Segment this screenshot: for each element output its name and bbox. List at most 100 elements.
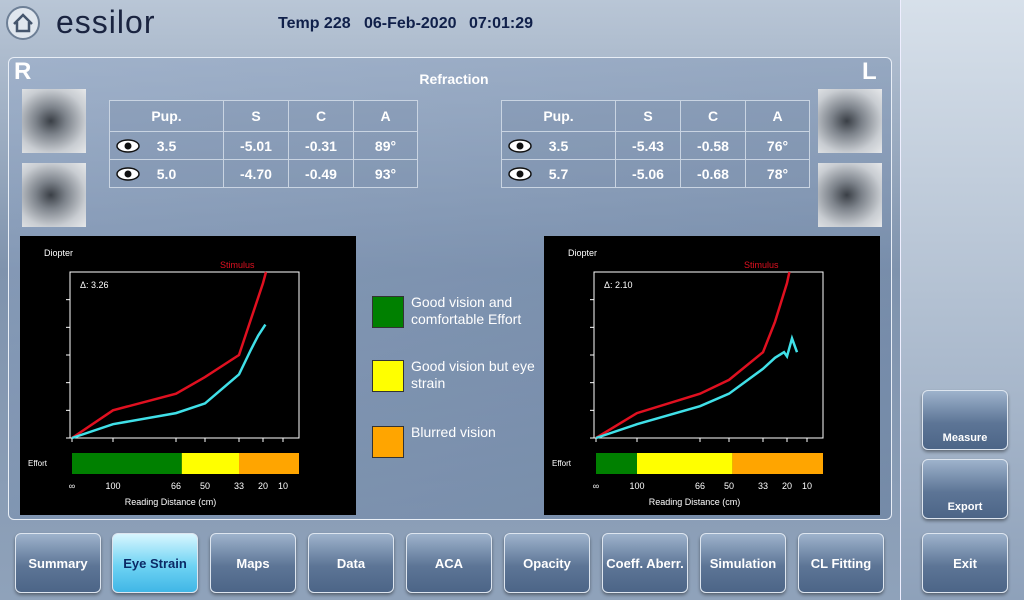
table-cell: -5.06 bbox=[615, 159, 681, 188]
table-cell: -5.01 bbox=[223, 131, 289, 160]
x-axis-label: Reading Distance (cm) bbox=[125, 497, 217, 507]
x-tick-label: 10 bbox=[802, 481, 812, 491]
y-axis-label: Diopter bbox=[568, 248, 597, 258]
table-cell: 89° bbox=[353, 131, 418, 160]
x-tick-label: ∞ bbox=[593, 481, 599, 491]
tab-button[interactable]: CL Fitting bbox=[798, 533, 884, 593]
table-cell: 5.0 bbox=[109, 159, 224, 188]
table-row: 5.0 -4.70 -0.49 93° bbox=[109, 159, 418, 188]
logo: essilor bbox=[56, 4, 156, 40]
cell-value: 5.0 bbox=[156, 165, 177, 182]
x-tick-label: 33 bbox=[234, 481, 244, 491]
data-line bbox=[71, 271, 268, 440]
effort-band bbox=[596, 453, 637, 474]
eye-image bbox=[22, 163, 86, 227]
table-cell: -0.58 bbox=[680, 131, 746, 160]
eye-icon bbox=[116, 139, 140, 153]
column-header: Pup. bbox=[109, 100, 224, 132]
x-tick-label: 66 bbox=[171, 481, 181, 491]
chart: Diopter Δ: 2.10 ∞ 100 66 50 33 20 10 Reading Dist… bbox=[552, 248, 824, 507]
tab-label: Simulation bbox=[709, 555, 777, 571]
plot-frame bbox=[69, 271, 300, 439]
chart: Diopter Δ: 3.26 ∞ 100 66 50 33 20 10 Reading Dist… bbox=[28, 248, 300, 507]
table-cell: 3.5 bbox=[109, 131, 224, 160]
tab-label: Coeff. Aberr. bbox=[606, 555, 684, 571]
column-header: S bbox=[615, 100, 681, 132]
exit-button[interactable]: Exit bbox=[922, 533, 1008, 593]
table-row: 5.7 -5.06 -0.68 78° bbox=[501, 159, 810, 188]
x-tick-label: 50 bbox=[724, 481, 734, 491]
column-header: C bbox=[680, 100, 746, 132]
button-label: Export bbox=[947, 501, 983, 513]
tab-label: Eye Strain bbox=[123, 555, 187, 571]
column-header: A bbox=[353, 100, 418, 132]
eye-icon bbox=[508, 167, 532, 181]
cell-value: -5.01 bbox=[240, 137, 272, 154]
x-tick-label: 100 bbox=[105, 481, 120, 491]
legend-label: Good vision and comfortable Effort bbox=[411, 294, 522, 327]
tab-button[interactable]: Eye Strain bbox=[112, 533, 198, 593]
column-header: C bbox=[288, 100, 354, 132]
button-label: Measure bbox=[942, 432, 988, 444]
cell-value: 3.5 bbox=[548, 137, 569, 154]
legend-label: Blurred vision bbox=[411, 424, 496, 440]
cell-value: 93° bbox=[374, 165, 397, 182]
refraction-table: Pup. S C A 3.5 -5.01 -0.31 89° 5.0 -4.70 -0.49 93° bbox=[109, 100, 418, 188]
refraction-table: Pup. S C A 3.5 -5.43 -0.58 76° 5.7 -5.06 -0.68 78° bbox=[501, 100, 810, 188]
cell-value: 5.7 bbox=[548, 165, 569, 182]
tab-button[interactable]: Coeff. Aberr. bbox=[602, 533, 688, 593]
eye-pupil bbox=[124, 142, 132, 150]
panel-title: Refraction bbox=[419, 71, 489, 87]
tab-label: Maps bbox=[236, 555, 270, 571]
table-cell: 78° bbox=[745, 159, 810, 188]
column-header: Pup. bbox=[501, 100, 616, 132]
export-button[interactable]: Export bbox=[922, 459, 1008, 519]
tab-button[interactable]: Opacity bbox=[504, 533, 590, 593]
annotation: Δ: 3.26 bbox=[80, 280, 109, 290]
cell-value: -0.49 bbox=[305, 165, 337, 182]
cell-value: -5.06 bbox=[632, 165, 664, 182]
x-tick-label: 100 bbox=[629, 481, 644, 491]
chart-box: Diopter Δ: 3.26 ∞ 100 66 50 33 20 10 Reading Dist… bbox=[20, 236, 356, 515]
tab-button[interactable]: Maps bbox=[210, 533, 296, 593]
cell-value: 89° bbox=[374, 137, 397, 154]
eye-label: L bbox=[862, 58, 877, 85]
table-cell: 76° bbox=[745, 131, 810, 160]
x-tick-label: 20 bbox=[782, 481, 792, 491]
table-cell: -0.68 bbox=[680, 159, 746, 188]
eye-icon bbox=[116, 167, 140, 181]
effort-band bbox=[181, 453, 239, 474]
tab-button[interactable]: Summary bbox=[15, 533, 101, 593]
cell-value: -0.68 bbox=[697, 165, 729, 182]
cell-value: -0.31 bbox=[305, 137, 337, 154]
tab-button[interactable]: ACA bbox=[406, 533, 492, 593]
eye-icon bbox=[508, 139, 532, 153]
patient-name: Temp 228 bbox=[278, 15, 351, 32]
table-cell: -0.49 bbox=[288, 159, 354, 188]
table-cell: -0.31 bbox=[288, 131, 354, 160]
exam-date: 06-Feb-2020 bbox=[364, 15, 457, 32]
tab-button[interactable]: Simulation bbox=[700, 533, 786, 593]
legend-label: Good vision but eye strain bbox=[411, 358, 535, 391]
x-tick-label: 66 bbox=[695, 481, 705, 491]
x-tick-label: 33 bbox=[758, 481, 768, 491]
table-row: 3.5 -5.43 -0.58 76° bbox=[501, 131, 810, 160]
annotation: Δ: 2.10 bbox=[604, 280, 633, 290]
table-cell: 93° bbox=[353, 159, 418, 188]
eye-image bbox=[818, 163, 882, 227]
x-tick-label: 20 bbox=[258, 481, 268, 491]
measure-button[interactable]: Measure bbox=[922, 390, 1008, 450]
cell-value: -5.43 bbox=[632, 137, 664, 154]
eye-pupil bbox=[516, 142, 524, 150]
tab-label: Data bbox=[336, 555, 366, 571]
tab-label: ACA bbox=[434, 555, 464, 571]
tab-button[interactable]: Data bbox=[308, 533, 394, 593]
cell-value: -0.58 bbox=[697, 137, 729, 154]
effort-label: Effort bbox=[28, 459, 48, 468]
cell-value: 3.5 bbox=[156, 137, 177, 154]
table-cell: -5.43 bbox=[615, 131, 681, 160]
cell-value: 76° bbox=[766, 137, 789, 154]
effort-band bbox=[637, 453, 733, 474]
home-button[interactable] bbox=[5, 5, 41, 41]
